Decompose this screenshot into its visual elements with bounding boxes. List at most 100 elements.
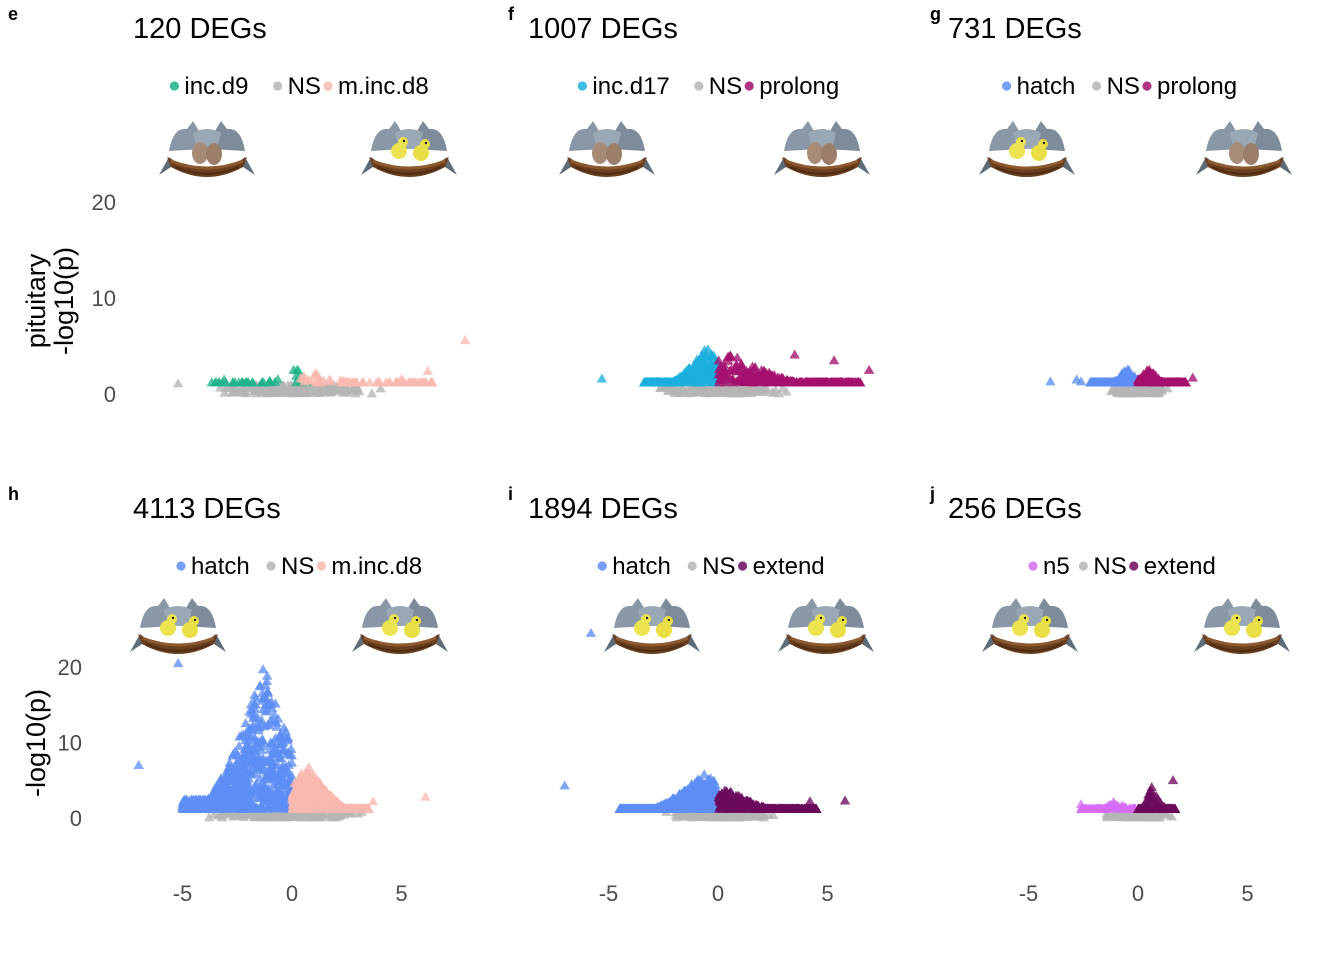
- x-tick-label: 5: [395, 881, 407, 906]
- up-point: [729, 796, 740, 806]
- up-point: [384, 377, 395, 387]
- legend-label: NS: [1107, 73, 1140, 100]
- down-point: [248, 711, 260, 721]
- down-point: [688, 801, 700, 811]
- legend: inc.d17 NS prolong: [577, 73, 839, 100]
- down-point: [265, 376, 276, 386]
- ns-point: [1131, 385, 1142, 395]
- up-point: [373, 377, 384, 387]
- legend-label: n5: [1043, 553, 1070, 580]
- ns-point: [706, 808, 718, 818]
- legend-key: [738, 561, 748, 571]
- ns-point: [675, 383, 686, 394]
- down-point: [283, 767, 294, 777]
- down-point: [655, 801, 666, 811]
- legend-key: [1002, 81, 1012, 91]
- panel-title: 731 DEGs: [948, 13, 1082, 45]
- panel-title: 1894 DEGs: [528, 493, 678, 525]
- legend-key: [577, 81, 588, 91]
- ns-point: [689, 383, 700, 393]
- legend-item-NS: NS: [273, 73, 321, 100]
- data-points: [172, 335, 471, 398]
- down-point: [245, 699, 257, 709]
- up-point: [1150, 377, 1162, 387]
- legend-label: m.inc.d8: [331, 553, 422, 580]
- up-point: [359, 803, 370, 813]
- legend-label: NS: [709, 73, 742, 100]
- down-point: [706, 349, 717, 359]
- ns-point: [703, 386, 714, 396]
- up-point: [291, 802, 303, 812]
- legend: hatch NS m.inc.d8: [176, 553, 422, 580]
- legend-label: NS: [1093, 553, 1126, 580]
- down-point: [278, 722, 290, 732]
- up-point: [352, 803, 364, 813]
- panel-letter: h: [8, 484, 19, 504]
- down-point: [257, 695, 268, 705]
- down-point: [207, 789, 218, 800]
- ns-point: [203, 812, 215, 822]
- legend-item-m.inc.d8: m.inc.d8: [316, 553, 422, 580]
- ns-point: [654, 383, 666, 393]
- up-point: [403, 377, 415, 387]
- down-point: [1090, 377, 1101, 387]
- ns-point: [219, 387, 230, 397]
- up-point: [312, 791, 324, 801]
- panel-letter: e: [8, 4, 18, 24]
- outlier-point: [1075, 376, 1087, 386]
- ns-point: [712, 382, 724, 392]
- down-point: [247, 377, 259, 387]
- legend: hatch NS extend: [597, 553, 825, 580]
- legend-item-hatch: hatch: [1002, 73, 1075, 100]
- down-point: [224, 757, 235, 767]
- outlier-point: [828, 355, 840, 365]
- down-point: [239, 755, 250, 765]
- down-point: [678, 372, 689, 382]
- up-point: [331, 803, 342, 813]
- up-point: [300, 779, 311, 789]
- ns-point: [761, 382, 772, 392]
- legend-key: [1078, 561, 1088, 571]
- up-point: [288, 789, 299, 799]
- down-point: [259, 721, 271, 731]
- up-point: [1146, 369, 1158, 379]
- down-point: [691, 789, 702, 799]
- left-nest-icon: [559, 121, 655, 177]
- legend-label: m.inc.d8: [338, 73, 429, 100]
- down-point: [277, 780, 288, 790]
- up-point: [713, 355, 724, 365]
- ns-point: [777, 383, 788, 393]
- outlier-point: [459, 335, 471, 345]
- down-point: [261, 670, 273, 680]
- down-point: [275, 739, 286, 749]
- up-point: [807, 377, 819, 387]
- ns-point: [272, 382, 283, 392]
- up-point: [714, 792, 726, 802]
- outlier-point: [1045, 376, 1056, 386]
- legend-label: extend: [753, 553, 825, 580]
- outlier-point: [172, 658, 184, 668]
- up-point: [335, 375, 346, 385]
- outlier-point: [596, 373, 608, 383]
- data-points: [559, 627, 851, 822]
- down-point: [681, 787, 693, 797]
- ns-point: [729, 809, 740, 819]
- ns-point: [691, 810, 703, 820]
- y-tick-label: 20: [92, 190, 116, 215]
- down-point: [285, 743, 297, 753]
- up-point: [844, 377, 855, 387]
- ns-point: [301, 387, 312, 397]
- outlier-point: [396, 373, 407, 383]
- panel-title: 120 DEGs: [133, 13, 267, 45]
- ns-point: [282, 384, 294, 394]
- down-point: [261, 676, 273, 686]
- panel-title: 256 DEGs: [948, 493, 1082, 525]
- right-nest-icon: [778, 598, 874, 654]
- down-point: [179, 796, 190, 806]
- down-point: [257, 664, 269, 674]
- up-point: [726, 364, 737, 374]
- up-point: [316, 376, 328, 386]
- down-point: [257, 752, 269, 762]
- legend: inc.d9 NS m.inc.d8: [169, 73, 429, 100]
